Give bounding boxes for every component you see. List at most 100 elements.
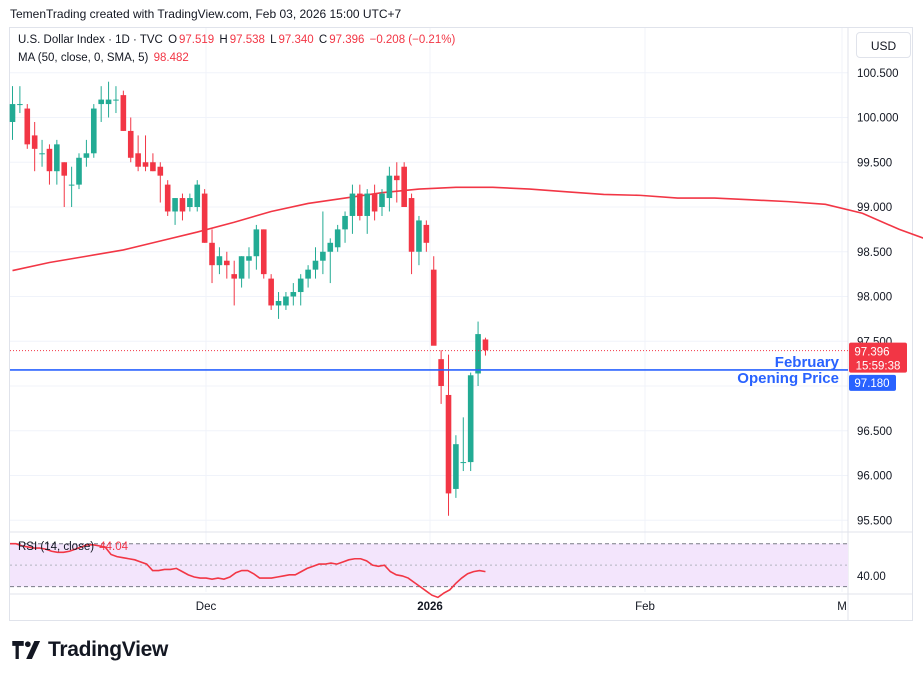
tradingview-logo[interactable]: TradingView bbox=[12, 638, 168, 662]
candle-body bbox=[357, 193, 363, 216]
hline-price-label: 97.180 bbox=[854, 378, 889, 390]
candle-body bbox=[216, 256, 223, 266]
candle bbox=[438, 350, 444, 404]
legend-low-value: 97.340 bbox=[278, 34, 314, 46]
last-price-label-bg bbox=[849, 342, 907, 373]
candle bbox=[54, 139, 60, 185]
candle bbox=[68, 166, 75, 208]
candle bbox=[312, 247, 319, 279]
candle bbox=[460, 417, 467, 472]
candle-body bbox=[460, 462, 467, 464]
candle bbox=[224, 251, 230, 279]
candle-body bbox=[83, 153, 90, 158]
candle-body bbox=[253, 229, 260, 257]
candle-body bbox=[120, 95, 127, 131]
candle-body bbox=[268, 278, 274, 306]
candle-body bbox=[275, 300, 282, 306]
candle-body bbox=[453, 444, 459, 489]
candle-body bbox=[150, 162, 156, 172]
candle-body bbox=[31, 135, 38, 149]
candle bbox=[76, 153, 82, 190]
candle bbox=[90, 104, 97, 158]
legend-ma: MA (50, close, 0, SMA, 5) 98.482 bbox=[18, 52, 191, 64]
legend-l-label: L bbox=[270, 34, 277, 46]
candle bbox=[120, 90, 127, 131]
candle bbox=[320, 211, 326, 275]
candle-body bbox=[305, 269, 311, 279]
candle bbox=[379, 189, 385, 216]
candle bbox=[364, 189, 371, 234]
rsi-tick-label: 40.00 bbox=[857, 571, 886, 583]
candle bbox=[386, 166, 393, 212]
y-tick-label: 98.500 bbox=[857, 247, 892, 259]
candle bbox=[17, 86, 23, 114]
candle-body bbox=[201, 193, 208, 243]
candle-body bbox=[105, 99, 112, 105]
hline-price-label-bg bbox=[849, 374, 896, 391]
candle bbox=[246, 247, 252, 279]
candle bbox=[268, 274, 274, 310]
candle-body bbox=[349, 193, 356, 216]
candle-body bbox=[342, 215, 348, 230]
candle-body bbox=[401, 166, 407, 208]
candle-body bbox=[61, 162, 68, 176]
candle bbox=[283, 292, 289, 310]
x-tick-label: M bbox=[837, 601, 847, 613]
legend-ma-label[interactable]: MA (50, close, 0, SMA, 5) bbox=[18, 52, 149, 64]
candle bbox=[172, 198, 178, 225]
chart-frame bbox=[9, 27, 913, 621]
candle-body bbox=[467, 375, 474, 463]
candle-body bbox=[364, 193, 371, 216]
candle-body bbox=[17, 104, 23, 106]
candle bbox=[297, 274, 304, 306]
candle bbox=[408, 193, 415, 275]
candle bbox=[164, 180, 171, 216]
candle-body bbox=[297, 278, 304, 293]
candle bbox=[430, 256, 437, 346]
legend-rsi-label[interactable]: RSI (14, close) bbox=[18, 541, 95, 553]
candle-body bbox=[179, 198, 186, 212]
candle-body bbox=[172, 198, 178, 212]
rsi-band bbox=[10, 543, 848, 587]
candle-body bbox=[68, 184, 75, 186]
y-tick-label: 95.500 bbox=[857, 515, 892, 527]
candle-body bbox=[371, 193, 378, 212]
candle bbox=[135, 135, 141, 172]
candle bbox=[150, 153, 156, 172]
legend-ohlc: U.S. Dollar Index · 1D · TVC O 97.519 H 97… bbox=[18, 34, 457, 46]
candle bbox=[209, 229, 215, 284]
candle bbox=[194, 180, 201, 212]
x-tick-label: 2026 bbox=[417, 601, 443, 613]
legend-symbol[interactable]: U.S. Dollar Index · 1D · TVC bbox=[18, 34, 163, 46]
currency-button[interactable]: USD bbox=[856, 32, 911, 58]
candle bbox=[113, 86, 119, 114]
legend-high-value: 97.538 bbox=[229, 34, 265, 46]
legend-ma-value: 98.482 bbox=[153, 52, 189, 64]
candle-body bbox=[194, 184, 201, 208]
y-tick-label: 100.500 bbox=[857, 68, 899, 80]
candle bbox=[98, 86, 104, 122]
candle bbox=[475, 321, 481, 387]
candle bbox=[216, 247, 223, 275]
candle-body bbox=[209, 242, 215, 266]
candle bbox=[349, 184, 356, 234]
candle-body bbox=[76, 157, 82, 185]
legend-close-value: 97.396 bbox=[329, 34, 365, 46]
x-tick-label: Dec bbox=[196, 601, 217, 613]
y-tick-label: 99.500 bbox=[857, 157, 892, 169]
candle-body bbox=[113, 99, 119, 101]
y-tick-label: 96.500 bbox=[857, 426, 892, 438]
candle bbox=[179, 193, 186, 221]
candle bbox=[482, 337, 489, 356]
candle-body bbox=[90, 108, 97, 154]
y-tick-label: 98.000 bbox=[857, 292, 892, 304]
candle bbox=[24, 104, 31, 149]
february-label-line2: Opening Price bbox=[737, 370, 839, 387]
candle-body bbox=[312, 260, 319, 270]
candle-body bbox=[334, 229, 341, 248]
candle bbox=[61, 162, 68, 208]
candle-body bbox=[164, 184, 171, 212]
candle-body bbox=[238, 256, 245, 279]
candle-body bbox=[290, 292, 297, 297]
